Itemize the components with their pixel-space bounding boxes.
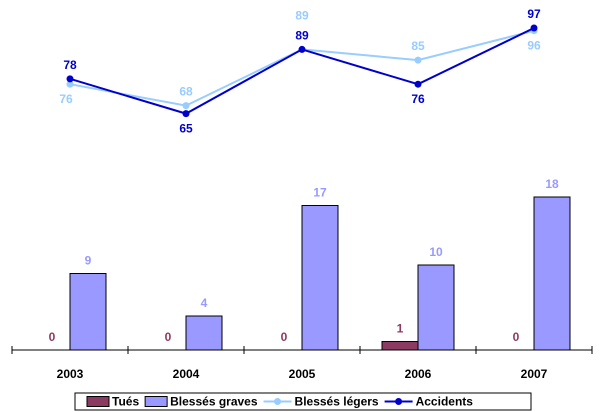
data-label-blesses-legers: 76 [59,92,73,106]
data-label-blesses-legers: 68 [179,85,193,99]
legend-label-tues: Tués [112,395,139,409]
legend-box [74,392,532,411]
point-accidents [414,80,422,88]
data-label-blesses-graves: 9 [85,254,92,268]
bar-blesses-graves [301,205,339,351]
point-blesses-legers [66,80,74,88]
data-label-blesses-graves: 4 [201,296,208,310]
x-tick-label: 2003 [57,367,84,381]
x-tick-label: 2007 [521,367,548,381]
data-label-tues: 0 [49,330,56,344]
legend-swatch-tues [86,396,110,407]
data-label-blesses-graves: 10 [429,245,443,259]
data-label-accidents: 97 [527,7,541,21]
data-label-tues: 0 [165,330,172,344]
x-tick-label: 2004 [173,367,200,381]
legend-label-blesses-legers: Blessés légers [295,395,379,409]
legend: Tués Blessés graves Blessés légers Accident… [74,392,532,411]
bar-blesses-graves [533,196,571,351]
data-label-tues: 0 [513,330,520,344]
lines-layer: 78 76 65 68 89 89 76 85 97 96 [59,7,541,136]
point-accidents [530,24,538,32]
bar-blesses-graves [185,315,223,351]
bar-blesses-graves [69,273,107,351]
data-label-tues: 0 [281,330,288,344]
data-label-blesses-graves: 18 [545,177,559,191]
legend-label-accidents: Accidents [416,395,474,409]
bar-blesses-graves [417,264,455,351]
point-blesses-legers [414,56,422,64]
data-label-blesses-legers: 85 [411,39,425,53]
data-label-accidents: 78 [63,58,77,72]
legend-swatch-blesses-graves [144,396,168,407]
point-accidents [182,110,190,118]
data-label-blesses-legers: 89 [295,8,309,22]
point-blesses-legers [182,102,190,110]
point-accidents [298,45,306,53]
data-label-blesses-graves: 17 [313,186,327,200]
bar-tues [381,341,419,351]
data-label-accidents: 89 [295,28,309,42]
legend-marker-accidents [395,398,403,405]
data-label-tues: 1 [397,322,404,336]
data-label-accidents: 76 [411,92,425,106]
data-label-accidents: 65 [179,122,193,136]
legend-label-blesses-graves: Blessés graves [170,395,258,409]
x-tick-label: 2005 [289,367,316,381]
legend-marker-blesses-legers [274,398,282,405]
data-label-blesses-legers: 96 [527,39,541,53]
point-accidents [66,75,74,83]
x-tick-label: 2006 [405,367,432,381]
x-axis: 2003 2004 2005 2006 2007 [11,346,593,381]
